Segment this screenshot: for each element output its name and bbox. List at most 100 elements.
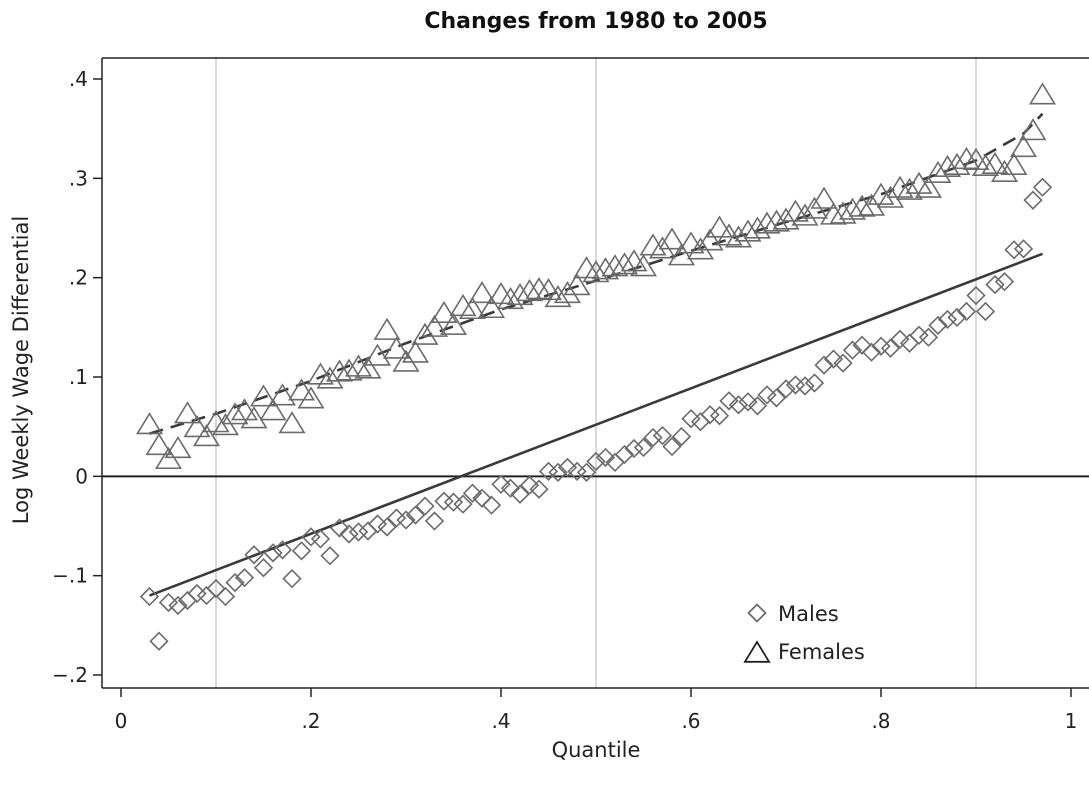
males-point (681, 409, 701, 429)
females-point (192, 424, 221, 447)
males-point (671, 426, 692, 447)
males-point (320, 546, 340, 566)
males-point (139, 586, 160, 607)
females-point (154, 446, 183, 470)
y-tick-label: 0 (75, 464, 88, 488)
females-point (316, 366, 344, 389)
males-point (225, 572, 245, 593)
males-point (633, 437, 654, 458)
females-point (515, 279, 544, 302)
females-point (971, 153, 1000, 177)
axes (101, 57, 1089, 689)
y-tick-label: .4 (69, 67, 88, 91)
males-point (643, 427, 663, 448)
females-point (705, 215, 734, 238)
females-point (240, 406, 268, 429)
females-point (553, 281, 582, 304)
females-point (962, 147, 990, 171)
females-point (696, 228, 724, 251)
males-point (975, 301, 996, 322)
fit-line-males (149, 252, 1043, 597)
data-points (135, 82, 1057, 651)
males-point (1004, 240, 1024, 260)
females-point (183, 415, 211, 438)
females-point (724, 225, 753, 248)
females-point (259, 398, 287, 421)
females-point (382, 336, 411, 359)
males-point (804, 373, 825, 393)
legend-label-females: Females (778, 640, 865, 664)
males-point (206, 578, 226, 599)
males-point (253, 558, 274, 578)
x-tick-label: 0 (115, 709, 128, 733)
males-point (985, 274, 1005, 295)
males-point (405, 505, 426, 525)
males-point (814, 355, 834, 375)
females-point (610, 252, 639, 275)
females-point (506, 283, 534, 306)
females-point (173, 401, 202, 424)
females-point (211, 413, 240, 436)
females-point (1028, 82, 1057, 105)
females-point (981, 151, 1009, 175)
males-point (719, 391, 739, 411)
y-axis-label: Log Weekly Wage Differential (9, 216, 33, 524)
males-point (766, 388, 787, 408)
females-point (392, 349, 420, 372)
males-point (652, 425, 673, 446)
females-point (601, 254, 629, 277)
chart-title: Changes from 1980 to 2005 (424, 9, 767, 34)
females-point (753, 211, 781, 234)
males-point (937, 309, 958, 330)
males-point (396, 510, 416, 530)
females-point (658, 227, 686, 250)
females-point (468, 281, 496, 304)
males-point (500, 478, 521, 498)
females-point (648, 236, 677, 259)
females-point (715, 223, 743, 246)
x-tick-label: .6 (681, 709, 700, 733)
females-point (848, 194, 876, 217)
males-point (823, 349, 844, 369)
males-point (491, 474, 511, 494)
males-point (956, 301, 977, 322)
females-point (525, 277, 553, 300)
females-point (164, 435, 192, 459)
females-point (943, 152, 971, 176)
x-tick-label: .8 (871, 709, 890, 733)
males-point (738, 392, 758, 412)
females-point (829, 201, 857, 224)
males-point (757, 385, 777, 405)
females-point (354, 356, 382, 379)
females-point (544, 284, 572, 308)
females-point (772, 207, 800, 230)
males-point (348, 522, 369, 542)
males-point (234, 568, 255, 588)
males-point (576, 462, 597, 482)
females-point (686, 237, 715, 260)
y-tick-label: .2 (69, 266, 88, 290)
males-point (1023, 190, 1043, 210)
females-point (401, 340, 430, 363)
x-axis-label: Quantile (552, 738, 641, 762)
females-point (477, 295, 506, 319)
males-point (510, 484, 530, 504)
females-point (430, 300, 458, 324)
females-point (933, 154, 962, 178)
males-point (215, 586, 236, 607)
females-point (914, 175, 943, 198)
males-point (1032, 177, 1053, 197)
males-point (728, 395, 749, 415)
females-point (420, 314, 449, 337)
females-point (734, 219, 762, 242)
females-point (791, 203, 819, 226)
females-point (838, 197, 867, 220)
females-point (582, 260, 610, 283)
males-point (880, 338, 901, 358)
males-point (557, 457, 578, 478)
males-point (1013, 239, 1034, 259)
males-point (690, 412, 711, 432)
males-point (861, 342, 882, 362)
females-point (534, 278, 563, 301)
